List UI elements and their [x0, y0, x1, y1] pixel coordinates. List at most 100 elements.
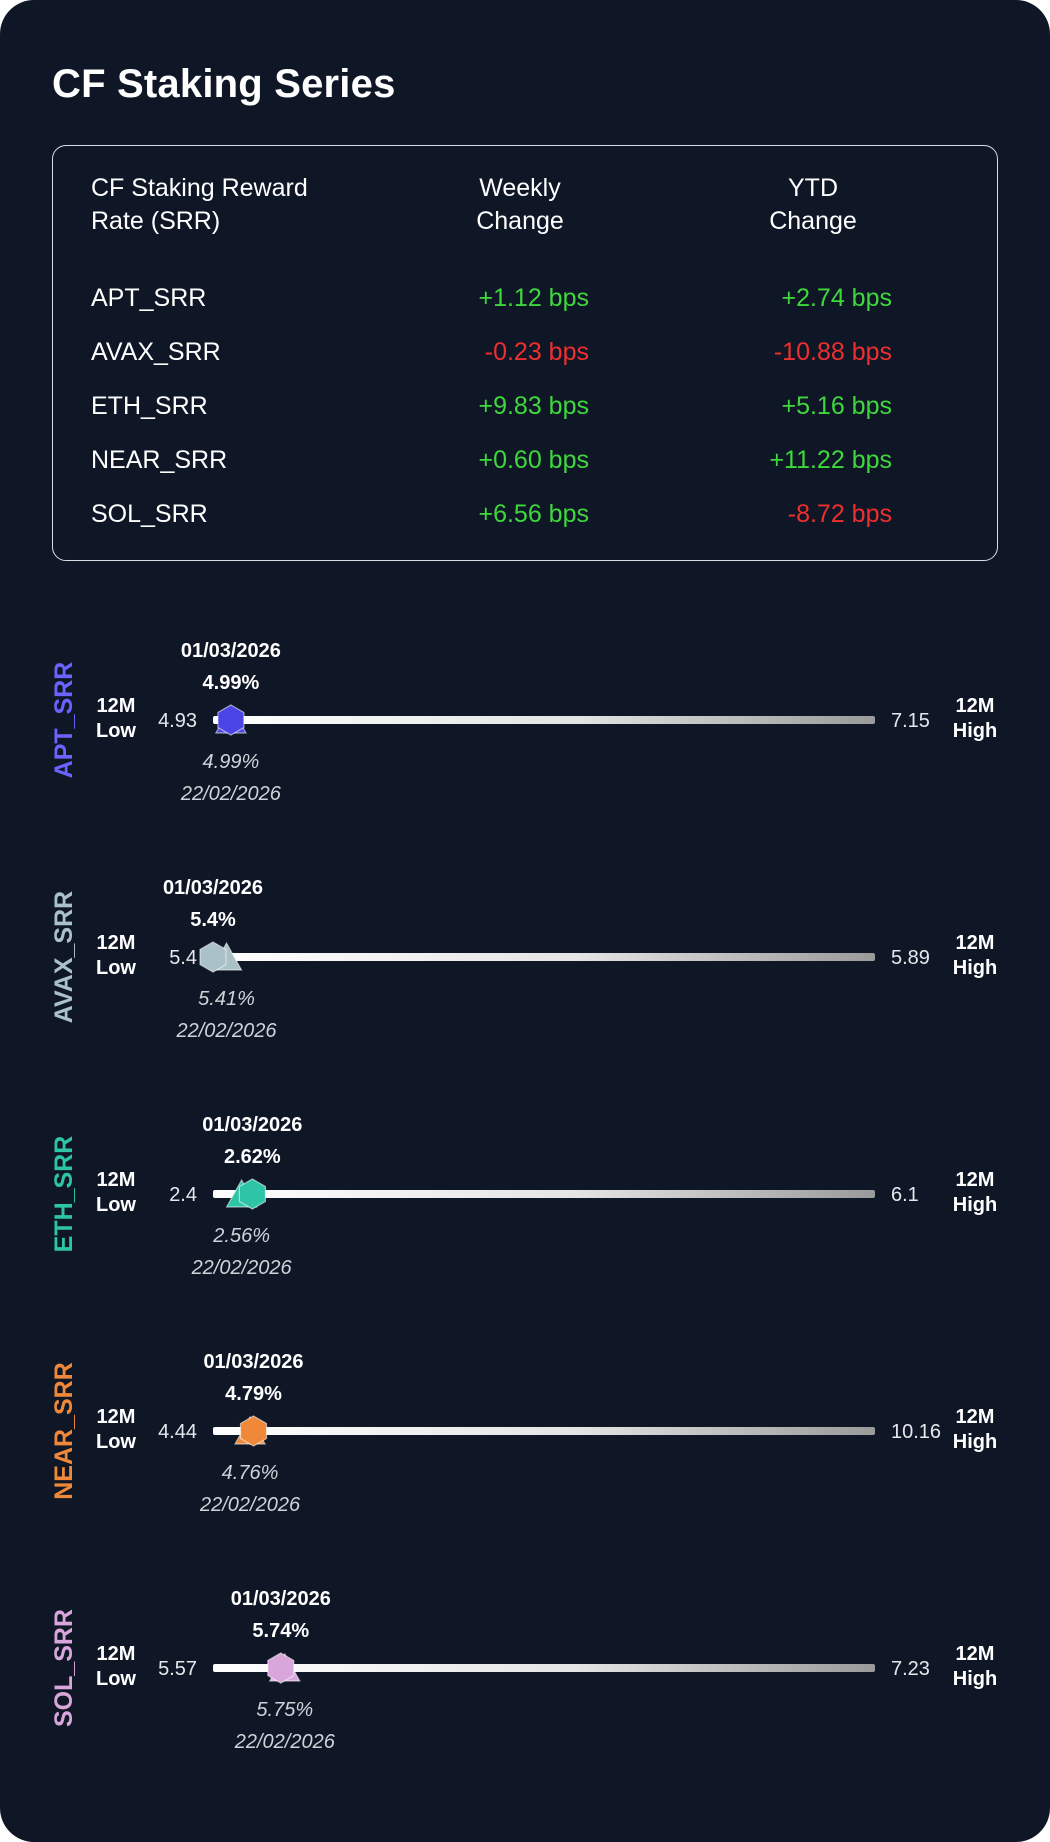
row-name: ETH_SRR [91, 392, 208, 420]
low-label: 12M Low [96, 1406, 136, 1453]
low-value: 4.44 [158, 1421, 197, 1443]
high-value: 7.23 [891, 1658, 930, 1680]
high-label: 12M High [953, 932, 997, 979]
low-label: 12M Low [96, 1643, 136, 1690]
row-name: APT_SRR [91, 284, 207, 312]
low-label-line: 12M [97, 695, 136, 717]
previous-date-label: 22/02/2026 [191, 1257, 293, 1279]
table-row: NEAR_SRR +0.60 bps +11.22 bps [53, 440, 999, 480]
range-chart: APT_SRR 12M Low 12M High 4.93 7.15 01/03/2026 4.… [50, 640, 997, 1753]
low-value: 2.4 [169, 1184, 197, 1206]
page-title: CF Staking Series [52, 62, 396, 106]
current-marker [199, 941, 227, 973]
low-label-line: 12M [97, 1169, 136, 1191]
current-date-label: 01/03/2026 [181, 640, 281, 662]
table-header-ytd: YTD Change [769, 174, 857, 235]
row-name: AVAX_SRR [91, 338, 221, 366]
high-value: 5.89 [891, 947, 930, 969]
series-label: AVAX_SRR [50, 891, 78, 1023]
low-value: 5.57 [158, 1658, 197, 1680]
row-ytd-change: +2.74 bps [781, 284, 892, 312]
high-label: 12M High [953, 1643, 997, 1690]
series-label: APT_SRR [50, 662, 78, 779]
range-bar [213, 1427, 875, 1435]
row-ytd-change: +5.16 bps [781, 392, 892, 420]
range-row-apt_srr: APT_SRR 12M Low 12M High 4.93 7.15 01/03/2026 4.… [50, 640, 997, 805]
high-label-line: High [953, 1431, 997, 1453]
previous-date-label: 22/02/2026 [175, 1020, 277, 1042]
high-label-line: High [953, 1668, 997, 1690]
table-row: ETH_SRR +9.83 bps +5.16 bps [53, 386, 999, 426]
range-row-near_srr: NEAR_SRR 12M Low 12M High 4.44 10.16 01/03/2026… [50, 1351, 997, 1516]
current-marker [217, 704, 245, 736]
current-value-label: 5.74% [252, 1620, 309, 1642]
row-ytd-change: -10.88 bps [773, 338, 892, 366]
previous-date-label: 22/02/2026 [199, 1494, 301, 1516]
range-bar [213, 1664, 875, 1672]
high-label: 12M High [953, 1406, 997, 1453]
current-date-label: 01/03/2026 [202, 1114, 302, 1136]
low-label-line: 12M [97, 1643, 136, 1665]
range-bar [213, 953, 875, 961]
low-label-line: 12M [97, 932, 136, 954]
low-label-line: 12M [97, 1406, 136, 1428]
current-date-label: 01/03/2026 [163, 877, 263, 899]
high-label: 12M High [953, 1169, 997, 1216]
current-marker [239, 1415, 268, 1447]
high-label-line: 12M [956, 1643, 995, 1665]
current-value-label: 2.62% [224, 1146, 281, 1168]
table-row: APT_SRR +1.12 bps +2.74 bps [53, 278, 999, 318]
high-value: 7.15 [891, 710, 930, 732]
previous-date-label: 22/02/2026 [180, 783, 282, 805]
high-label-line: 12M [956, 1406, 995, 1428]
high-value: 6.1 [891, 1184, 919, 1206]
current-date-label: 01/03/2026 [231, 1588, 331, 1610]
low-label: 12M Low [96, 695, 136, 742]
range-row-avax_srr: AVAX_SRR 12M Low 12M High 5.4 5.89 01/03/2026 5.… [50, 877, 997, 1042]
row-weekly-change: +9.83 bps [478, 392, 589, 420]
srr-change-table: CF Staking Reward Rate (SRR) Weekly Chan… [52, 145, 998, 561]
low-label-line: Low [96, 1431, 136, 1453]
range-row-eth_srr: ETH_SRR 12M Low 12M High 2.4 6.1 01/03/2026 2.62… [50, 1114, 997, 1279]
current-marker [267, 1652, 295, 1684]
high-label-line: 12M [956, 932, 995, 954]
current-date-label: 01/03/2026 [203, 1351, 303, 1373]
previous-value-label: 5.75% [256, 1699, 313, 1721]
high-value: 10.16 [891, 1421, 941, 1443]
high-label: 12M High [953, 695, 997, 742]
current-value-label: 4.79% [225, 1383, 282, 1405]
row-ytd-change: +11.22 bps [769, 446, 892, 474]
range-row-sol_srr: SOL_SRR 12M Low 12M High 5.57 7.23 01/03/2026 5.… [50, 1588, 997, 1753]
table-row: SOL_SRR +6.56 bps -8.72 bps [53, 494, 999, 534]
current-value-label: 5.4% [190, 909, 236, 931]
previous-value-label: 5.41% [198, 988, 255, 1010]
high-label-line: High [953, 720, 997, 742]
table-row: AVAX_SRR -0.23 bps -10.88 bps [53, 332, 999, 372]
range-bar [213, 716, 875, 724]
high-label-line: High [953, 1194, 997, 1216]
range-bar [213, 1190, 875, 1198]
series-label: SOL_SRR [50, 1609, 78, 1727]
row-weekly-change: +0.60 bps [478, 446, 589, 474]
series-label: NEAR_SRR [50, 1362, 78, 1500]
row-name: NEAR_SRR [91, 446, 228, 474]
previous-value-label: 4.99% [203, 751, 260, 773]
row-weekly-change: +1.12 bps [478, 284, 589, 312]
low-label-line: Low [96, 1194, 136, 1216]
previous-value-label: 4.76% [222, 1462, 279, 1484]
table-header-weekly: Weekly Change [476, 174, 564, 235]
low-value: 5.4 [169, 947, 197, 969]
low-label: 12M Low [96, 932, 136, 979]
row-weekly-change: -0.23 bps [484, 338, 589, 366]
high-label-line: 12M [956, 695, 995, 717]
previous-value-label: 2.56% [212, 1225, 270, 1247]
row-weekly-change: +6.56 bps [478, 500, 589, 528]
high-label-line: High [953, 957, 997, 979]
previous-date-label: 22/02/2026 [234, 1731, 336, 1753]
table-header-name: CF Staking Reward Rate (SRR) [91, 174, 308, 235]
low-label-line: Low [96, 957, 136, 979]
current-marker [238, 1178, 266, 1210]
series-label: ETH_SRR [50, 1136, 78, 1253]
row-ytd-change: -8.72 bps [787, 500, 892, 528]
